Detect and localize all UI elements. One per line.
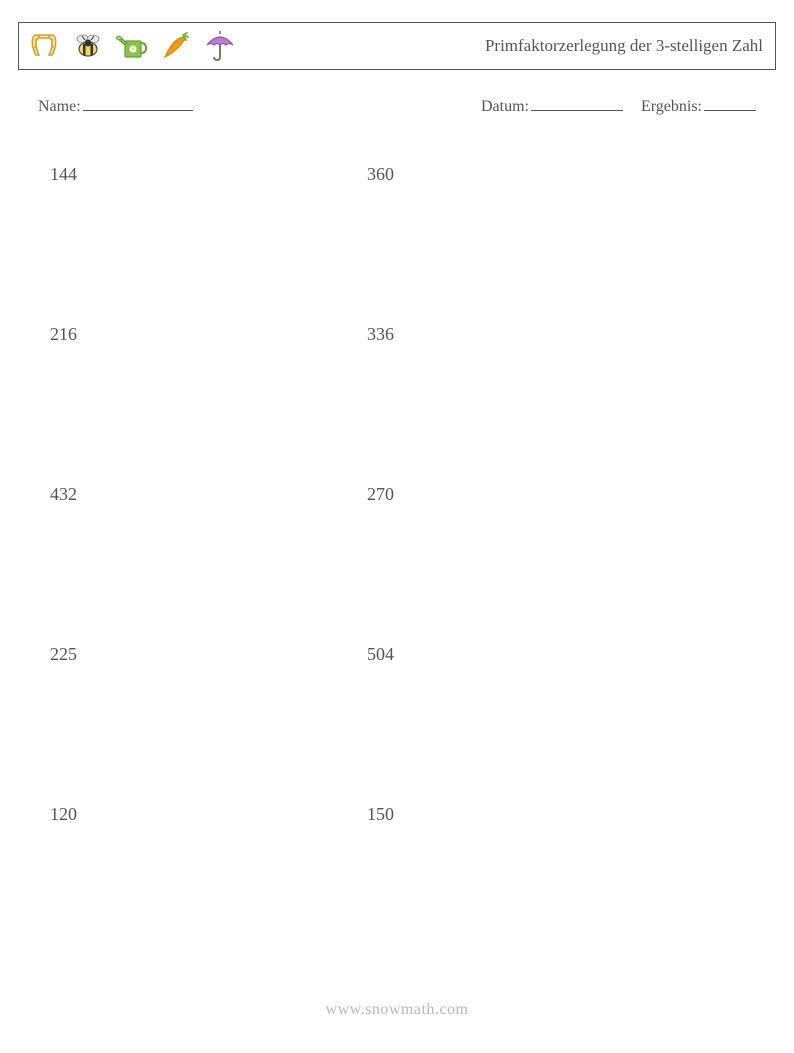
date-field: Datum: [481,98,623,116]
meta-row: Name: Datum: Ergebnis: [18,98,776,116]
watering-can-icon [113,27,151,65]
umbrella-icon [201,27,239,65]
problem-cell: 150 [367,804,716,964]
name-field: Name: [38,98,193,116]
problem-cell: 504 [367,644,716,804]
problem-cell: 336 [367,324,716,484]
result-label: Ergebnis: [641,98,702,115]
result-blank[interactable] [704,110,756,111]
problem-row: 144 360 [48,164,746,324]
problem-cell: 270 [367,484,716,644]
date-blank[interactable] [531,110,623,111]
header-box: Primfaktorzerlegung der 3-stelligen Zahl [18,22,776,70]
problem-row: 225 504 [48,644,746,804]
problem-cell: 432 [48,484,397,644]
problem-cell: 360 [367,164,716,324]
carrot-icon [157,27,195,65]
problem-cell: 144 [48,164,397,324]
problem-cell: 216 [48,324,397,484]
problem-cell: 225 [48,644,397,804]
name-blank[interactable] [83,110,193,111]
problem-row: 432 270 [48,484,746,644]
horseshoe-icon [25,27,63,65]
result-field: Ergebnis: [641,98,756,116]
footer-url: www.snowmath.com [0,1001,794,1019]
name-label: Name: [38,98,81,115]
date-label: Datum: [481,98,529,115]
bee-icon [69,27,107,65]
problem-row: 216 336 [48,324,746,484]
problem-cell: 120 [48,804,397,964]
problems-grid: 144 360 216 336 432 270 225 504 120 150 [18,164,776,964]
problem-row: 120 150 [48,804,746,964]
worksheet-title: Primfaktorzerlegung der 3-stelligen Zahl [485,36,763,56]
header-icons [25,27,239,65]
